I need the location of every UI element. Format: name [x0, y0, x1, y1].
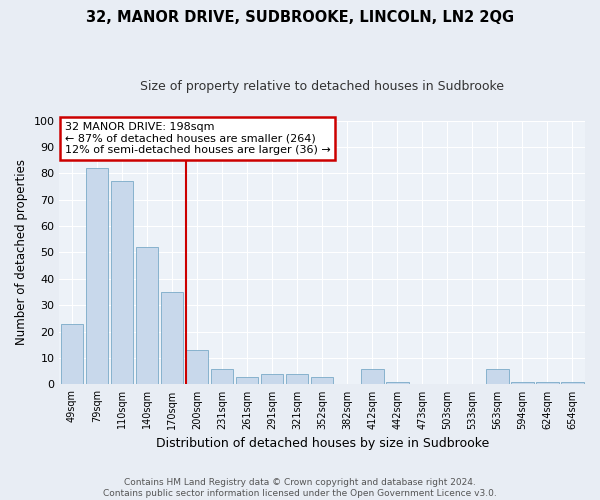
Y-axis label: Number of detached properties: Number of detached properties: [15, 160, 28, 346]
Bar: [236, 376, 259, 384]
Bar: [186, 350, 208, 384]
Bar: [61, 324, 83, 384]
Title: Size of property relative to detached houses in Sudbrooke: Size of property relative to detached ho…: [140, 80, 504, 93]
Bar: [486, 368, 509, 384]
Bar: [361, 368, 383, 384]
Bar: [136, 247, 158, 384]
Text: Contains HM Land Registry data © Crown copyright and database right 2024.
Contai: Contains HM Land Registry data © Crown c…: [103, 478, 497, 498]
Bar: [261, 374, 283, 384]
Bar: [286, 374, 308, 384]
Bar: [511, 382, 533, 384]
Bar: [386, 382, 409, 384]
Bar: [536, 382, 559, 384]
Bar: [161, 292, 184, 384]
Bar: [111, 181, 133, 384]
Bar: [311, 376, 334, 384]
Bar: [561, 382, 584, 384]
Text: 32 MANOR DRIVE: 198sqm
← 87% of detached houses are smaller (264)
12% of semi-de: 32 MANOR DRIVE: 198sqm ← 87% of detached…: [65, 122, 331, 155]
X-axis label: Distribution of detached houses by size in Sudbrooke: Distribution of detached houses by size …: [155, 437, 489, 450]
Bar: [211, 368, 233, 384]
Bar: [86, 168, 108, 384]
Text: 32, MANOR DRIVE, SUDBROOKE, LINCOLN, LN2 2QG: 32, MANOR DRIVE, SUDBROOKE, LINCOLN, LN2…: [86, 10, 514, 25]
